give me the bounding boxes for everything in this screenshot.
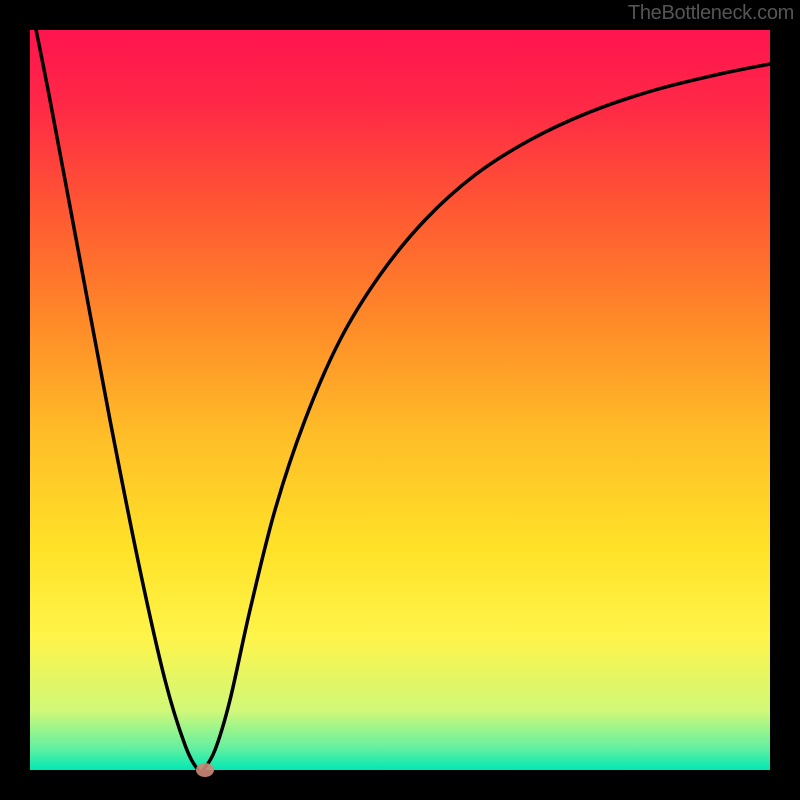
chart-gradient-background (30, 30, 770, 770)
optimal-point-marker (196, 763, 214, 777)
chart-container: TheBottleneck.com (0, 0, 800, 800)
watermark-text: TheBottleneck.com (628, 0, 800, 25)
bottleneck-chart (0, 0, 800, 800)
